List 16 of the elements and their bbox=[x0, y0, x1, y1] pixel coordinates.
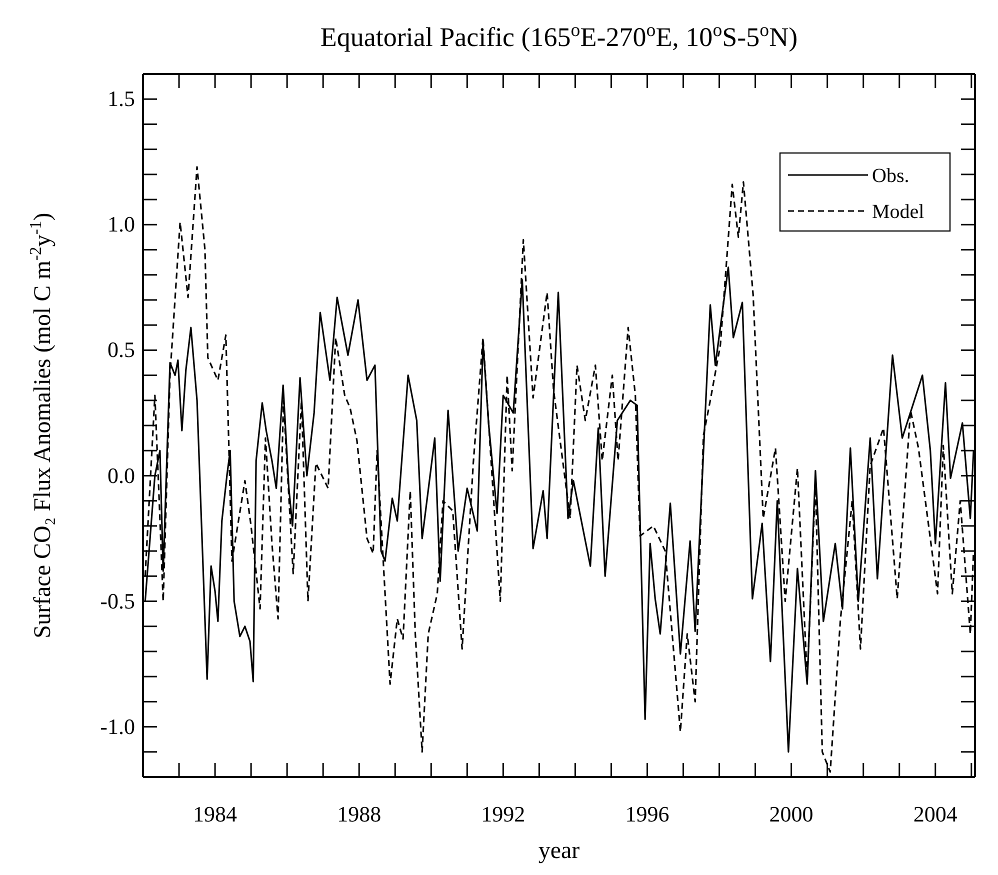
x-tick-label: 2000 bbox=[769, 801, 814, 826]
legend-label: Obs. bbox=[872, 165, 910, 187]
y-tick-label: 1.5 bbox=[108, 86, 135, 112]
x-tick-label: 1996 bbox=[625, 801, 670, 826]
legend-label: Model bbox=[872, 201, 925, 223]
y-tick-label: 0.0 bbox=[108, 462, 135, 488]
y-tick-label: -1.0 bbox=[100, 714, 135, 739]
y-tick-label: -0.5 bbox=[100, 588, 135, 614]
x-tick-label: 1992 bbox=[481, 801, 526, 826]
y-tick-label: 0.5 bbox=[108, 337, 135, 362]
x-axis-title: year bbox=[538, 838, 580, 864]
x-tick-label: 1988 bbox=[337, 801, 382, 826]
x-tick-label: 2004 bbox=[913, 801, 958, 826]
x-tick-label: 1984 bbox=[193, 801, 238, 826]
chart-title: Equatorial Pacific (165$^{o}$E-270$^{o}$E, 10$^{o}$S-5$^{o}$N) bbox=[320, 20, 798, 52]
y-tick-label: 1.0 bbox=[108, 212, 135, 237]
